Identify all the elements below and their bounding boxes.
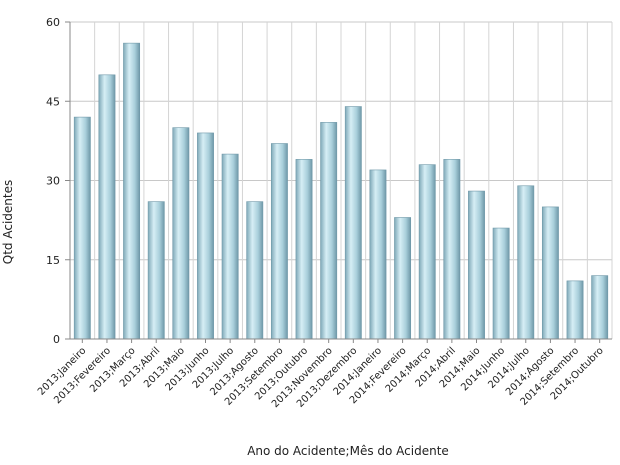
bar (73, 116, 91, 340)
bar (172, 127, 190, 340)
bar (468, 190, 485, 340)
bar (566, 280, 584, 340)
y-axis-ticks: 0 15 30 45 60 (46, 16, 70, 346)
bar (344, 106, 362, 340)
bar (394, 217, 412, 340)
y-axis-title: Qtd Acidentes (1, 180, 15, 264)
bar (517, 185, 535, 340)
bar (123, 42, 141, 340)
bar (221, 153, 239, 340)
bar (320, 122, 338, 340)
y-tick-label: 0 (53, 333, 60, 346)
bar (98, 74, 116, 340)
bars-group (73, 42, 609, 340)
bar (443, 159, 461, 340)
bar (492, 227, 510, 340)
y-tick-label: 30 (46, 175, 60, 188)
bar (541, 206, 559, 340)
y-tick-label: 15 (46, 254, 60, 267)
bar (246, 201, 264, 340)
bar (295, 159, 313, 340)
bar (591, 275, 609, 340)
bar (418, 164, 436, 340)
x-axis-ticks: 2013;Janeiro2013;Fevereiro2013;Março2013… (36, 339, 606, 410)
bar (369, 169, 387, 340)
bar (270, 143, 288, 340)
bar (197, 132, 214, 340)
bar (147, 201, 165, 340)
x-axis-title: Ano do Acidente;Mês do Acidente (247, 444, 449, 458)
y-tick-label: 60 (46, 16, 60, 29)
y-tick-label: 45 (46, 95, 60, 108)
